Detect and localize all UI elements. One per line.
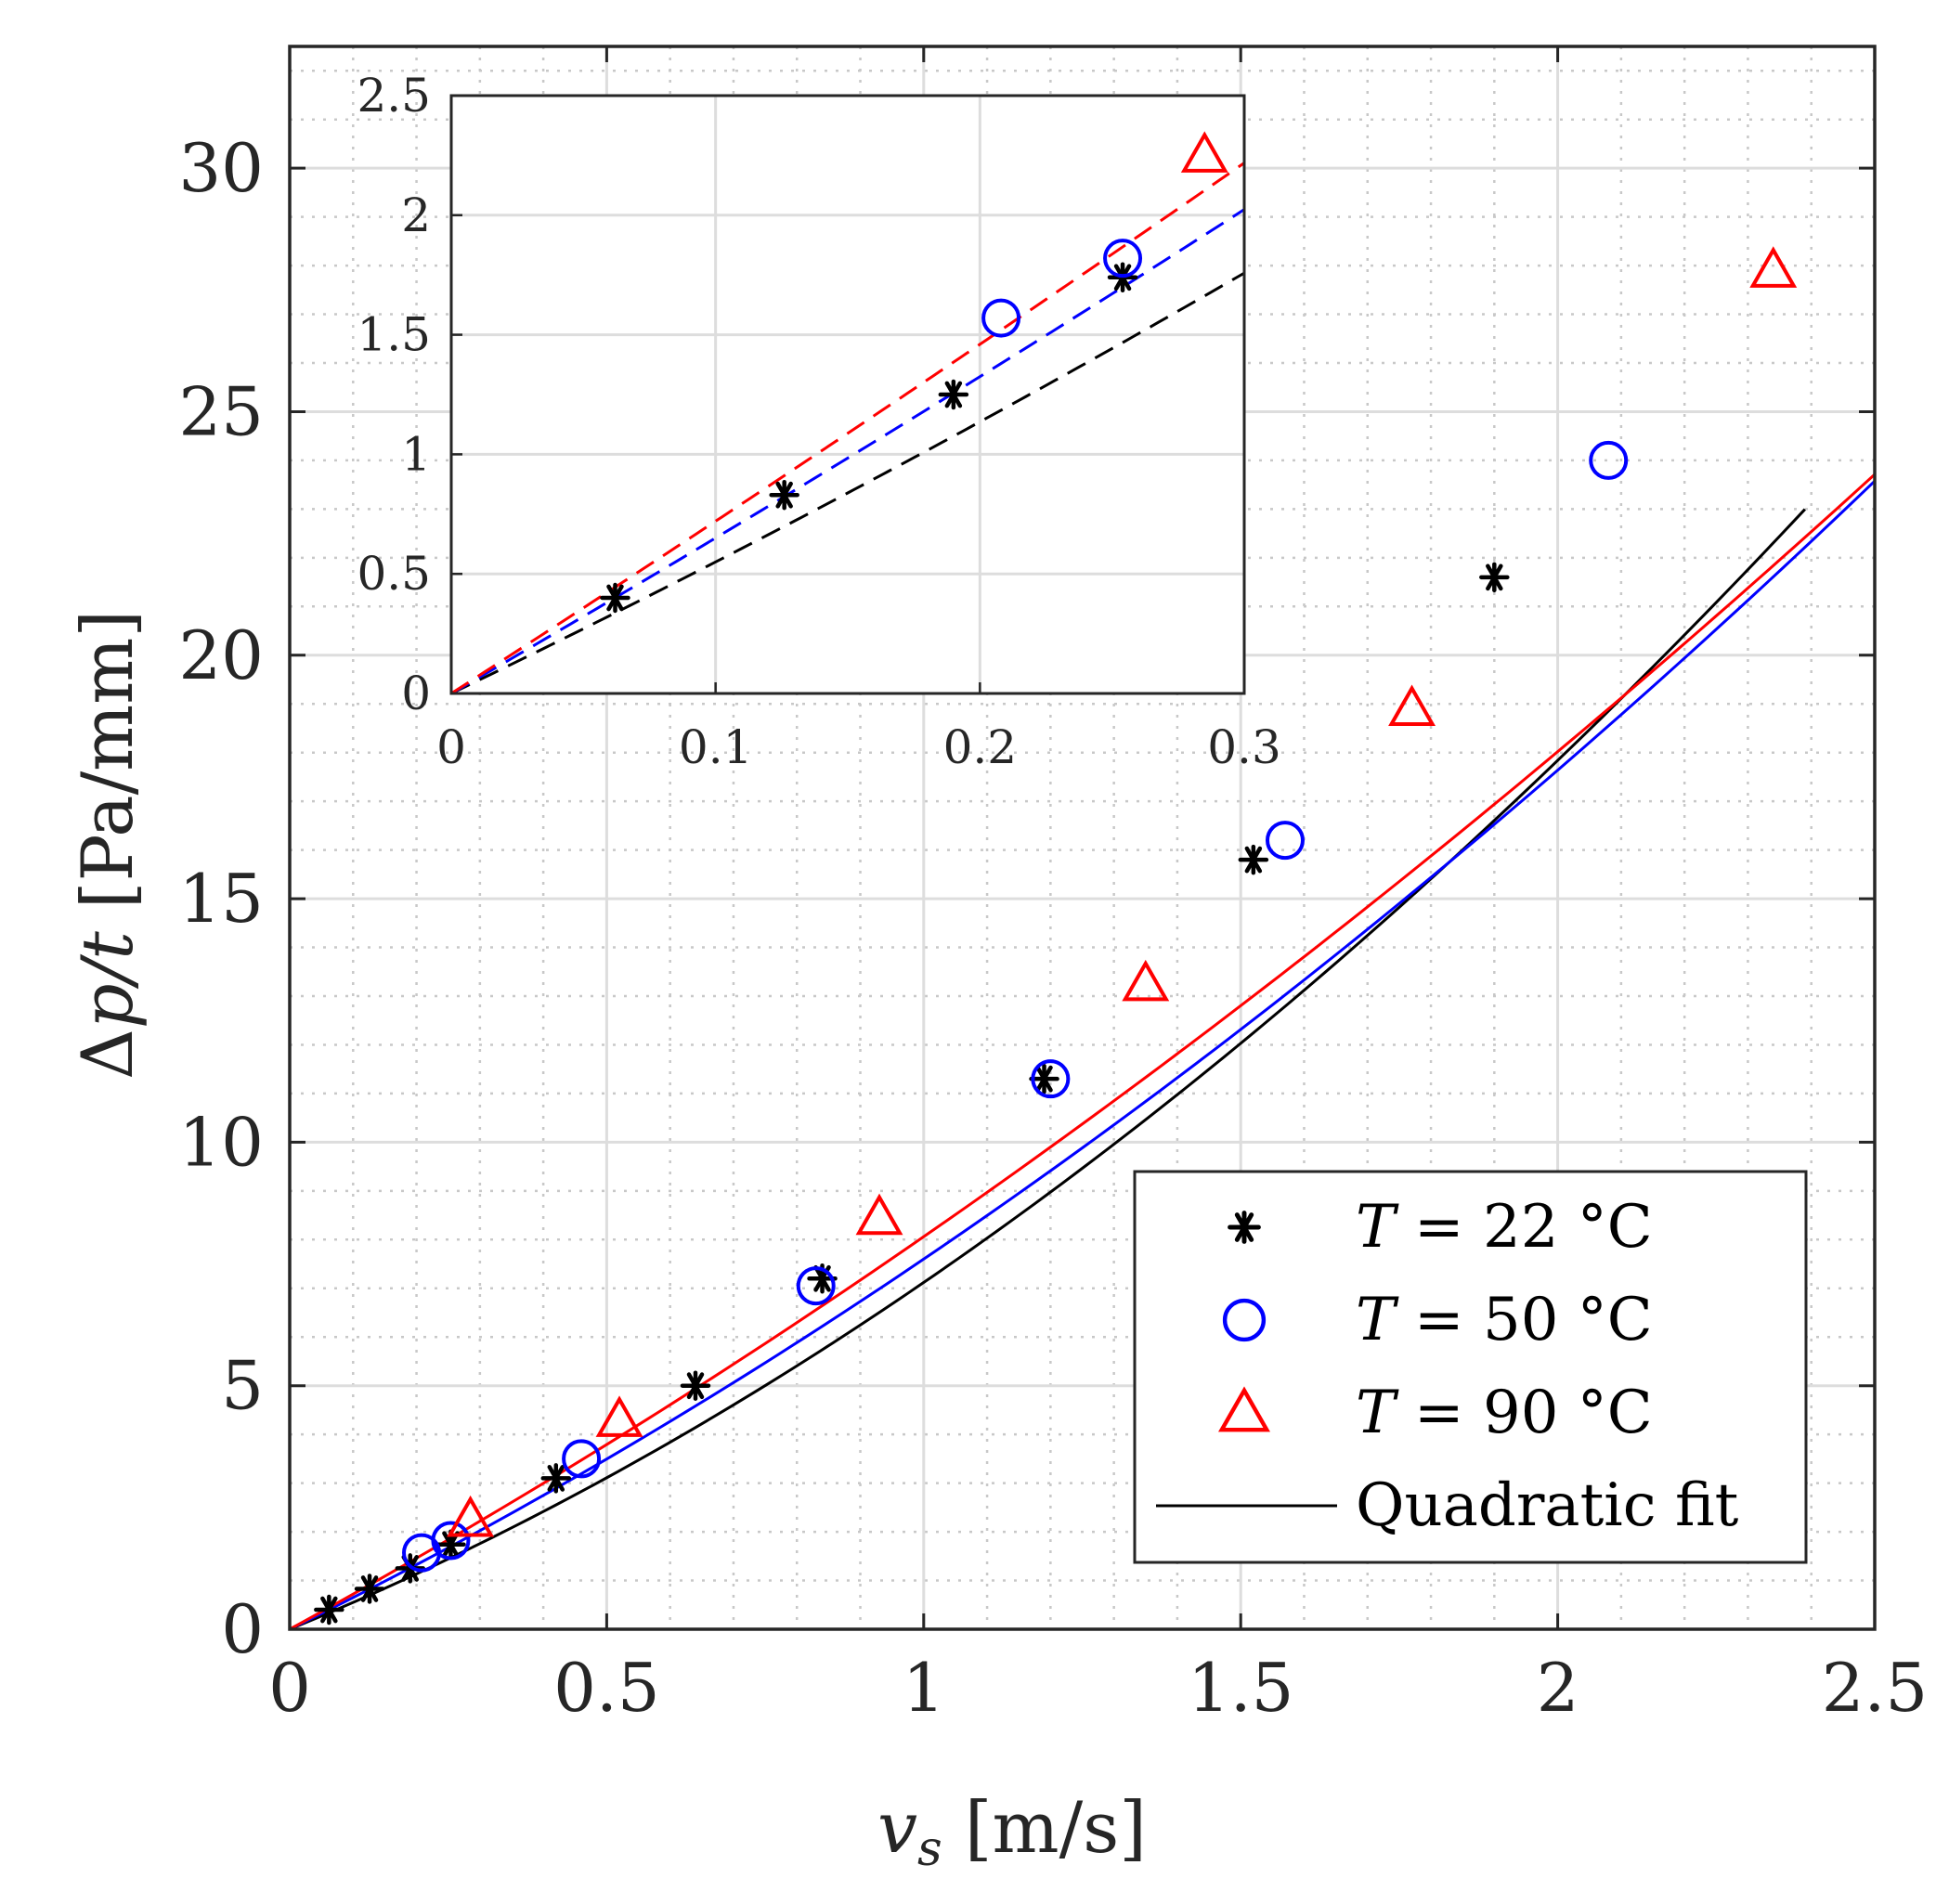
inset-fit-curve-0 bbox=[450, 271, 1245, 695]
data-point-s1-5 bbox=[1265, 821, 1305, 861]
main-plot-frame bbox=[288, 45, 1877, 1631]
y-tick-label: 0 bbox=[221, 1590, 264, 1668]
data-point-s0-9 bbox=[1479, 562, 1510, 593]
x-tick-label: 0.5 bbox=[553, 1649, 660, 1727]
data-point-s2-4 bbox=[1388, 684, 1436, 726]
inset-tick-marks bbox=[449, 94, 1246, 695]
fit-curve-1 bbox=[289, 480, 1877, 1631]
legend-entry-50c: T = 50 °C bbox=[1356, 1286, 1653, 1354]
y-tick-label: 25 bbox=[178, 372, 264, 450]
legend-entry-quadratic-fit: Quadratic fit bbox=[1356, 1471, 1739, 1540]
y-axis-label-unit: [Pa/mm] bbox=[66, 610, 149, 931]
legend-entry-50c-var: T bbox=[1356, 1286, 1399, 1354]
inset-y-tick-label: 0 bbox=[401, 667, 431, 720]
data-point-s1-3 bbox=[796, 1266, 836, 1306]
x-tick-label: 0 bbox=[268, 1649, 311, 1727]
x-tick-label: 2.5 bbox=[1822, 1649, 1929, 1727]
x-tick-labels: 0 0.5 1 1.5 2 2.5 bbox=[268, 1649, 1928, 1727]
x-tick-label: 1.5 bbox=[1188, 1649, 1294, 1727]
fit-curve-0 bbox=[289, 508, 1806, 1631]
inset-data-point-s0-2 bbox=[938, 379, 969, 410]
inset-fit-curve-2 bbox=[450, 162, 1245, 695]
x-axis-label: vs [m/s] bbox=[877, 1786, 1147, 1877]
inset-x-tick-label: 0.3 bbox=[1207, 720, 1281, 774]
inset-data-point-s1-0 bbox=[981, 298, 1021, 338]
data-point-s0-0 bbox=[314, 1594, 344, 1626]
inset-data-point-s0-1 bbox=[769, 479, 799, 511]
y-tick-label: 30 bbox=[178, 129, 264, 207]
main-tick-marks bbox=[288, 46, 1877, 1631]
inset-fit-curves bbox=[450, 162, 1245, 695]
data-point-s0-7 bbox=[1029, 1063, 1059, 1094]
legend-entry-90c: T = 90 °C bbox=[1356, 1379, 1653, 1447]
inset-y-tick-label: 2.5 bbox=[357, 69, 431, 123]
legend-box bbox=[1133, 1170, 1808, 1564]
legend-entry-22c-var: T bbox=[1356, 1193, 1399, 1262]
legend-entry-50c-rest: = 50 °C bbox=[1396, 1286, 1653, 1354]
legend-symbols bbox=[1156, 1211, 1337, 1508]
legend-entry-90c-rest: = 90 °C bbox=[1396, 1379, 1653, 1447]
inset-y-tick-label: 1.5 bbox=[357, 308, 431, 362]
y-tick-label: 10 bbox=[178, 1103, 264, 1181]
data-point-s0-1 bbox=[354, 1574, 385, 1604]
inset-data-point-s1-1 bbox=[1103, 239, 1143, 278]
inset-y-tick-label: 0.5 bbox=[357, 547, 431, 601]
y-tick-label: 15 bbox=[178, 860, 264, 938]
data-point-s0-5 bbox=[680, 1370, 711, 1401]
inset-fit-curve-1 bbox=[450, 208, 1245, 695]
data-point-s2-3 bbox=[1122, 959, 1170, 1002]
legend-symbol-0 bbox=[1228, 1211, 1261, 1244]
data-point-s2-1 bbox=[595, 1395, 643, 1437]
main-data-markers bbox=[314, 246, 1798, 1626]
inset-data-point-s0-0 bbox=[600, 582, 630, 614]
y-tick-label: 5 bbox=[221, 1347, 264, 1425]
y-axis-label: Δp/t [Pa/mm] bbox=[66, 610, 149, 1080]
y-tick-labels: 0 5 10 15 20 25 30 bbox=[178, 129, 264, 1668]
inset-x-tick-label: 0 bbox=[436, 720, 466, 774]
legend-symbol-2 bbox=[1218, 1386, 1270, 1432]
inset-data-point-s2-0 bbox=[1180, 131, 1228, 173]
y-axis-label-delta: Δ bbox=[66, 1029, 149, 1080]
y-tick-label: 20 bbox=[178, 616, 264, 694]
inset-y-tick-labels: 0 0.5 1 1.5 2 2.5 bbox=[357, 69, 431, 720]
data-point-s0-8 bbox=[1238, 844, 1269, 875]
legend-entry-90c-var: T bbox=[1356, 1379, 1399, 1447]
inset-background bbox=[451, 96, 1244, 693]
inset-y-tick-label: 2 bbox=[401, 188, 431, 242]
legend: T = 22 °C T = 50 °C T = 90 °C Quadratic … bbox=[1133, 1170, 1808, 1564]
legend-symbol-1 bbox=[1222, 1298, 1267, 1342]
data-point-s1-1 bbox=[431, 1521, 471, 1561]
y-axis-label-var: p/t bbox=[66, 931, 149, 1029]
inset-plot-frame bbox=[449, 94, 1246, 695]
inset-x-tick-labels: 0 0.1 0.2 0.3 bbox=[436, 720, 1281, 774]
legend-entry-22c: T = 22 °C bbox=[1356, 1193, 1653, 1262]
x-tick-label: 1 bbox=[903, 1649, 945, 1727]
inset-x-tick-label: 0.1 bbox=[679, 720, 753, 774]
data-point-s1-4 bbox=[1031, 1059, 1071, 1099]
data-point-s0-4 bbox=[540, 1463, 572, 1494]
x-axis-label-sub: s bbox=[917, 1821, 942, 1877]
data-point-s1-2 bbox=[562, 1439, 602, 1479]
data-point-s2-5 bbox=[1749, 246, 1798, 288]
legend-entry-22c-rest: = 22 °C bbox=[1396, 1193, 1653, 1262]
x-axis-label-unit: [m/s] bbox=[942, 1786, 1147, 1869]
inset-data-markers bbox=[600, 131, 1228, 614]
x-tick-label: 2 bbox=[1537, 1649, 1579, 1727]
data-point-s1-6 bbox=[1589, 440, 1629, 480]
data-point-s2-0 bbox=[447, 1495, 495, 1537]
inset-y-tick-label: 1 bbox=[401, 427, 431, 481]
data-point-s2-2 bbox=[855, 1193, 903, 1236]
x-axis-label-var: v bbox=[877, 1786, 917, 1869]
inset-x-tick-label: 0.2 bbox=[943, 720, 1018, 774]
